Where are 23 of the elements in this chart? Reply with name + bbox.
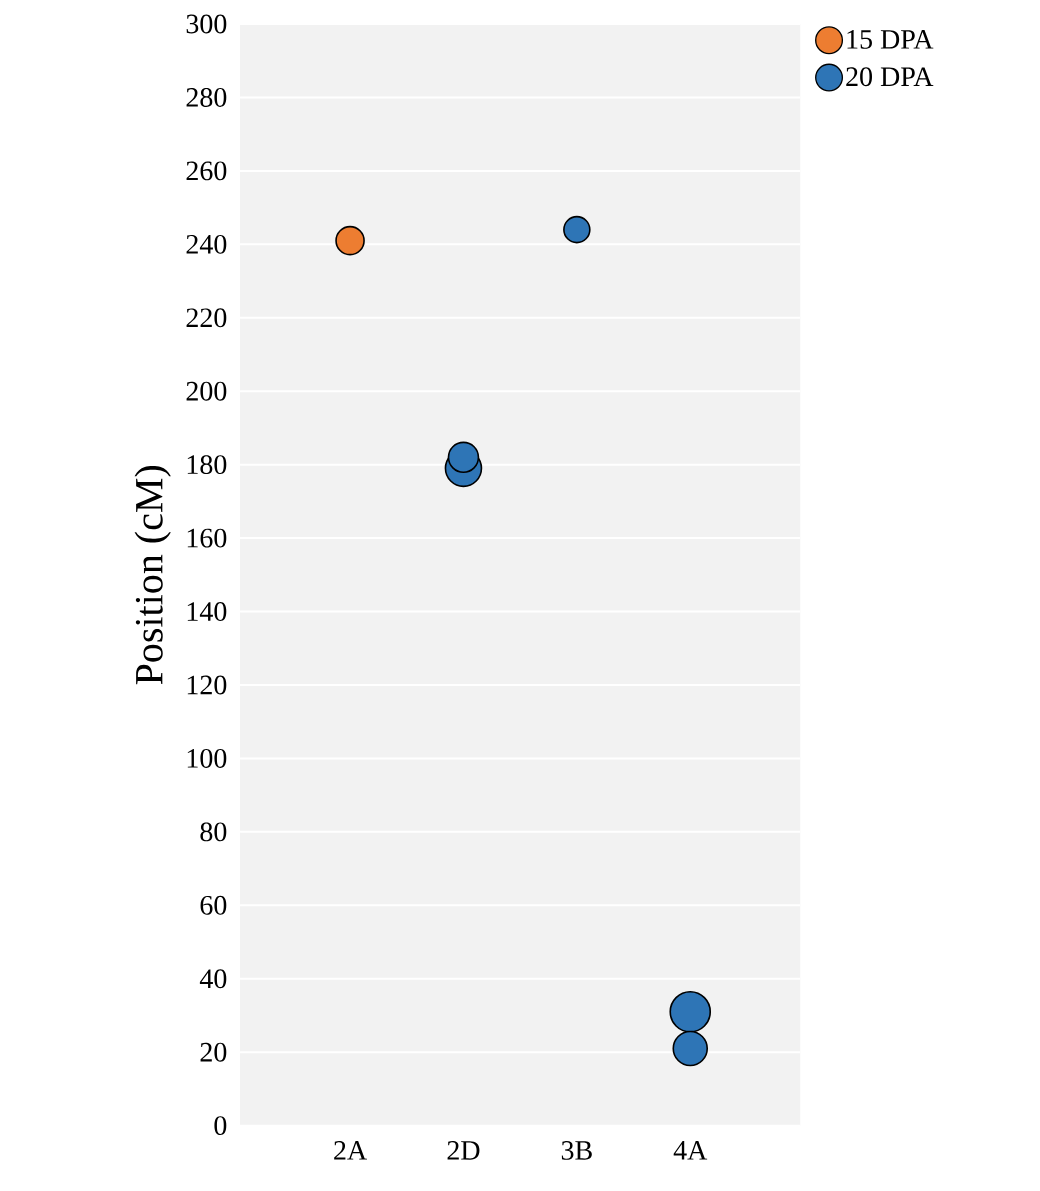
x-tick-label: 4A bbox=[673, 1141, 708, 1160]
y-tick-label: 300 bbox=[186, 14, 227, 34]
y-tick-label: 100 bbox=[187, 748, 227, 768]
y-tick-label: 260 bbox=[186, 161, 227, 181]
legend-label: 20 DPA bbox=[846, 67, 934, 87]
y-tick-label: 40 bbox=[199, 969, 227, 989]
y-tick-label: 220 bbox=[186, 308, 227, 328]
legend-label: 15 DPA bbox=[847, 30, 934, 49]
y-tick-label: 80 bbox=[200, 822, 227, 842]
y-tick-label: 60 bbox=[200, 895, 227, 915]
y-axis-title: Position (cM) bbox=[134, 465, 171, 685]
x-tick-label: 2A bbox=[334, 1141, 367, 1160]
x-tick-label: 2D bbox=[447, 1141, 480, 1160]
y-tick-label: 120 bbox=[187, 675, 227, 695]
y-tick-label: 240 bbox=[186, 234, 227, 254]
y-tick-label: 20 bbox=[200, 1042, 227, 1062]
y-tick-label: 160 bbox=[187, 528, 227, 548]
y-tick-label: 280 bbox=[186, 88, 227, 107]
x-tick-label: 3B bbox=[561, 1141, 592, 1160]
y-tick-label: 0 bbox=[214, 1116, 227, 1136]
y-tick-label: 200 bbox=[186, 381, 227, 401]
y-tick-label: 180 bbox=[187, 455, 227, 475]
y-tick-label: 140 bbox=[187, 602, 227, 621]
